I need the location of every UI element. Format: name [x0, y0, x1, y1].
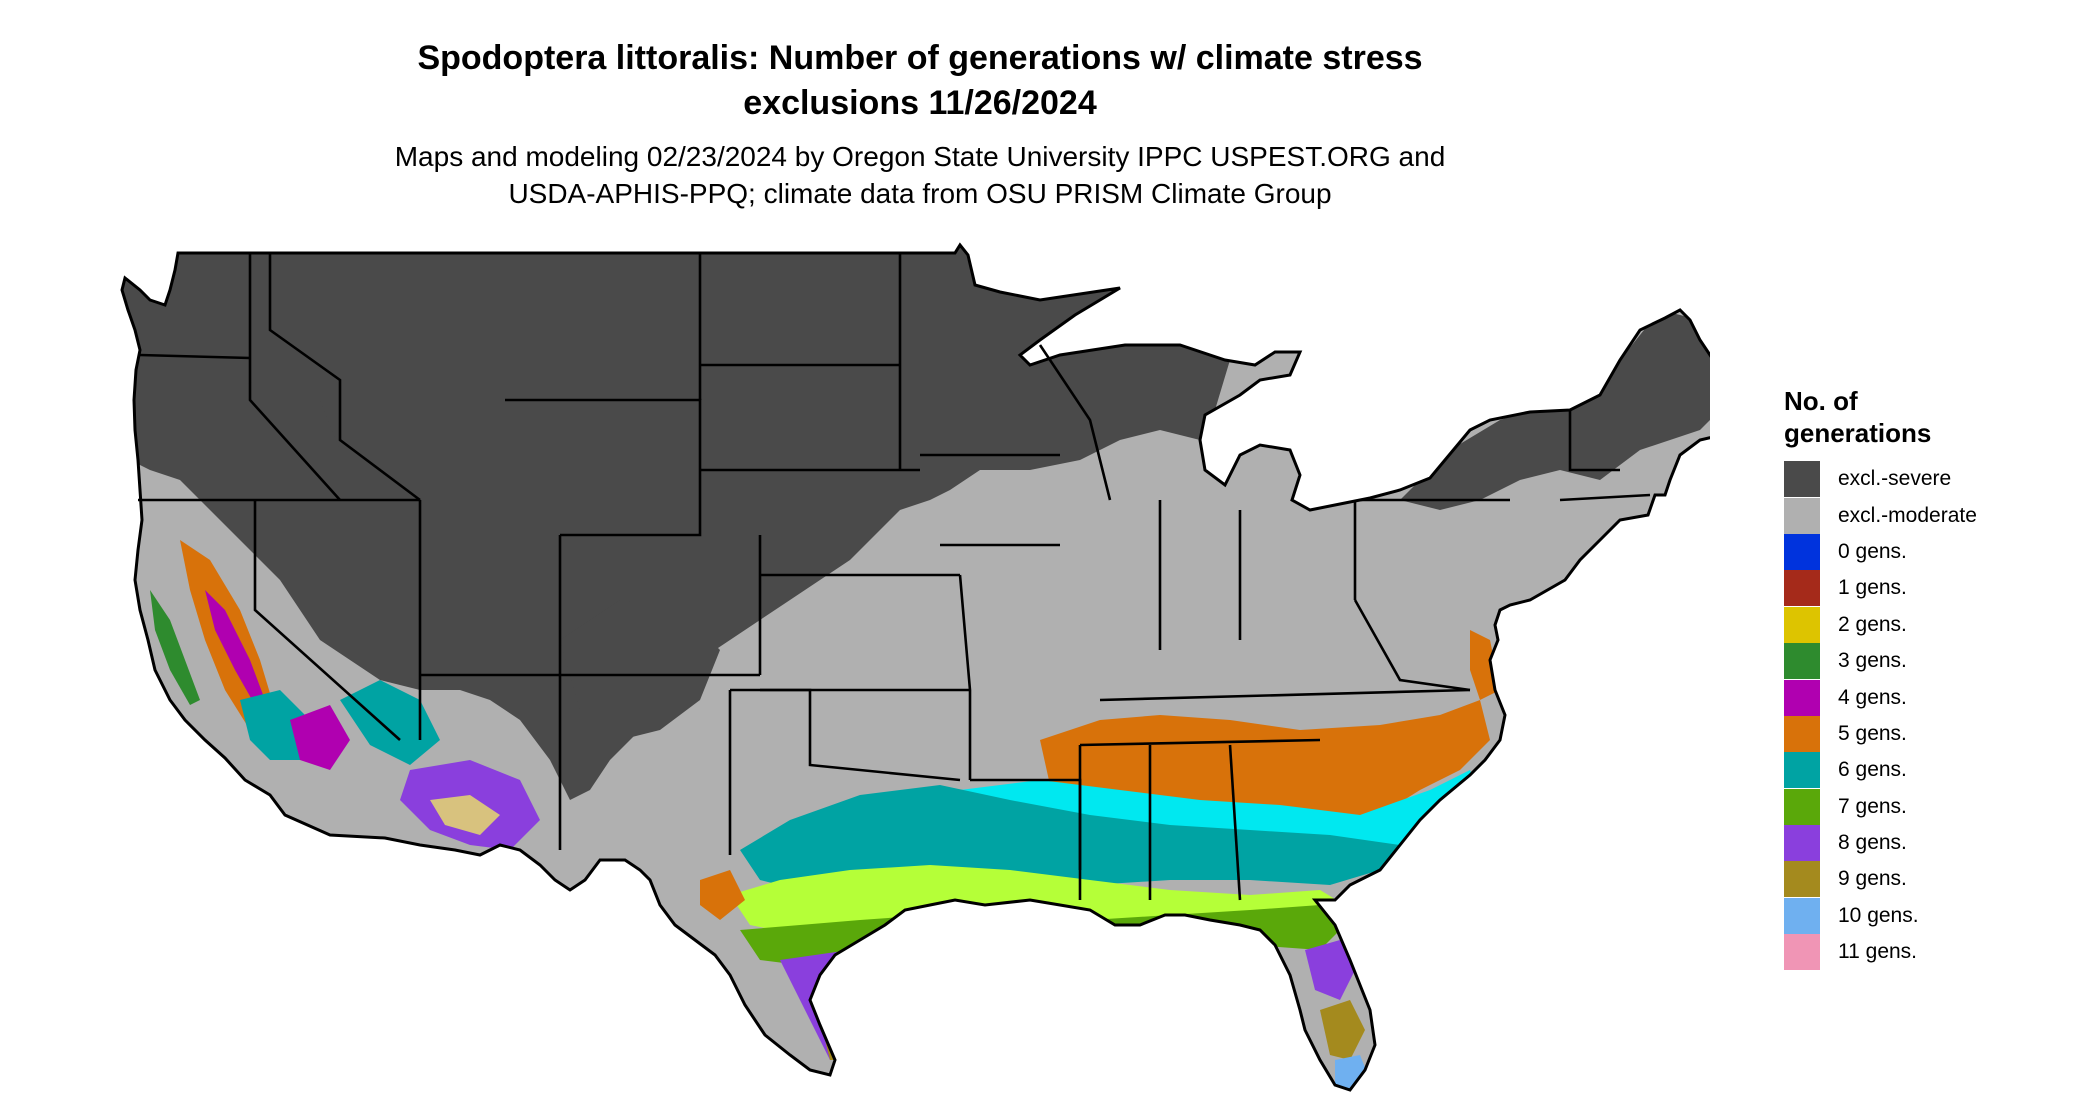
legend-label: 5 gens.	[1838, 721, 1907, 745]
border-ma	[1559, 493, 1651, 502]
legend-swatch	[1784, 497, 1820, 534]
legend-swatch	[1784, 897, 1820, 934]
legend-swatch	[1784, 461, 1820, 498]
legend: No. of generations excl.-severe excl.-mod…	[1784, 385, 2084, 971]
legend-label: 1 gens.	[1838, 576, 1907, 600]
gen6-california	[240, 690, 310, 760]
legend-swatch	[1784, 570, 1820, 607]
legend-label: excl.-severe	[1838, 467, 1952, 491]
map-title: Spodoptera littoralis: Number of generat…	[180, 36, 1660, 126]
legend-swatch	[1784, 861, 1820, 898]
legend-label: 9 gens.	[1838, 867, 1907, 891]
gen6-arizona-edge	[340, 680, 440, 765]
legend-swatch	[1784, 788, 1820, 825]
legend-item: 7 gens.	[1784, 788, 2084, 825]
legend-label: 2 gens.	[1838, 612, 1907, 636]
gen9-arizona	[430, 795, 500, 835]
legend-item: 6 gens.	[1784, 752, 2084, 789]
border-wa-or	[139, 353, 251, 360]
us-generations-map	[120, 243, 1710, 1092]
severe-exclusion-north	[122, 245, 1320, 800]
gen4-arizona-edge	[290, 705, 350, 770]
title-line-1: Spodoptera littoralis: Number of generat…	[417, 39, 1423, 77]
legend-swatch	[1784, 606, 1820, 643]
legend-item: 4 gens.	[1784, 679, 2084, 716]
gen5-southeast-band	[1040, 700, 1490, 820]
legend-item: 9 gens.	[1784, 861, 2084, 898]
border-ca-nv	[253, 500, 401, 741]
legend-item: excl.-moderate	[1784, 497, 2084, 534]
legend-item: 8 gens.	[1784, 825, 2084, 862]
subtitle-line-1: Maps and modeling 02/23/2024 by Oregon S…	[394, 141, 1446, 172]
border-wi-mi	[1038, 344, 1112, 501]
legend-item: excl.-severe	[1784, 461, 2084, 498]
legend-label: 7 gens.	[1838, 794, 1907, 818]
gen5-texas-fringe	[700, 870, 745, 920]
legend-item: 11 gens.	[1784, 934, 2084, 971]
border-ga	[1228, 744, 1242, 901]
legend-swatch	[1784, 752, 1820, 789]
legend-swatch	[1784, 825, 1820, 862]
legend-label: 0 gens.	[1838, 539, 1907, 563]
legend-swatch	[1784, 934, 1820, 971]
border-id-mt	[268, 253, 421, 502]
border-id-west	[248, 253, 341, 501]
legend-item: 2 gens.	[1784, 606, 2084, 643]
legend-items: excl.-severe excl.-moderate 0 gens. 1 gens.…	[1784, 461, 2084, 971]
border-wy	[505, 398, 702, 537]
border-tn-south	[1079, 738, 1321, 747]
legend-item: 1 gens.	[1784, 570, 2084, 607]
state-borders	[138, 253, 1651, 901]
legend-swatch	[1784, 533, 1820, 570]
border-tn-ky	[1099, 688, 1471, 702]
legend-title: No. of generations	[1784, 386, 1932, 448]
legend-label: 3 gens.	[1838, 649, 1907, 673]
legend-label: excl.-moderate	[1838, 503, 1977, 527]
legend-swatch	[1784, 715, 1820, 752]
border-ny-vt-nh	[1568, 410, 1620, 472]
legend-label: 8 gens.	[1838, 831, 1907, 855]
gen9-florida	[1320, 1000, 1365, 1060]
legend-label: 11 gens.	[1838, 940, 1918, 964]
border-wv-va	[1353, 599, 1471, 692]
legend-item: 0 gens.	[1784, 533, 2084, 570]
legend-swatch	[1784, 679, 1820, 716]
title-line-2: exclusions 11/26/2024	[743, 84, 1097, 122]
legend-item: 10 gens.	[1784, 897, 2084, 934]
gen4-california	[205, 590, 265, 705]
subtitle-line-2: USDA-APHIS-PPQ; climate data from OSU PR…	[508, 178, 1332, 209]
gen6-gulf-band	[740, 785, 1400, 890]
legend-item: 5 gens.	[1784, 715, 2084, 752]
severe-patch-great-basin	[560, 600, 720, 740]
legend-label: 4 gens.	[1838, 685, 1907, 709]
gen8-florida	[1305, 940, 1355, 1000]
gen3-california-coast	[150, 590, 200, 705]
legend-swatch	[1784, 643, 1820, 680]
legend-label: 10 gens.	[1838, 903, 1919, 927]
legend-item: 3 gens.	[1784, 643, 2084, 680]
border-mo-east	[958, 574, 972, 780]
legend-label: 6 gens.	[1838, 758, 1907, 782]
map-subtitle: Maps and modeling 02/23/2024 by Oregon S…	[180, 138, 1660, 212]
